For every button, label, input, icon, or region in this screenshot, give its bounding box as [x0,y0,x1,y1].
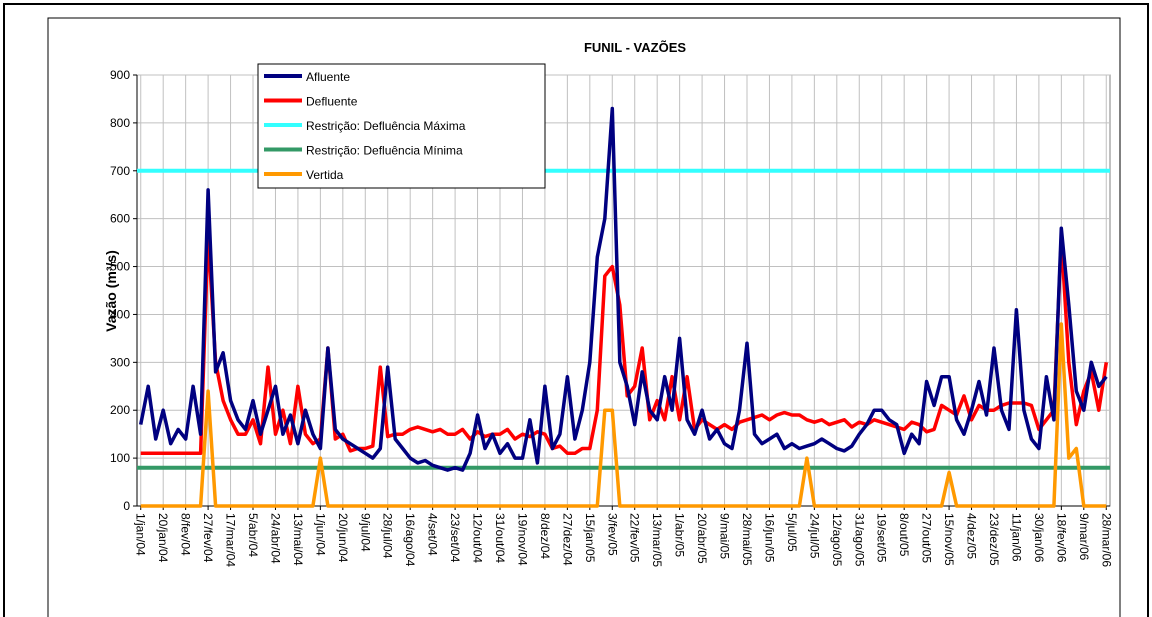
series-line [140,231,1109,456]
x-tick-label: 24/jul/05 [807,513,821,559]
x-tick-label: 8/fev/04 [179,513,193,556]
x-tick-label: 16/jun/05 [762,513,776,563]
x-tick-label: 1/abr/05 [673,513,687,557]
y-axis-label: Vazão (m³/s) [103,250,119,332]
x-tick-label: 31/out/04 [493,513,507,563]
x-tick-label: 12/ago/05 [830,513,844,567]
x-tick-label: 28/mar/06 [1099,513,1113,567]
x-tick-label: 27/fev/04 [201,513,215,563]
x-tick-label: 13/mar/05 [650,513,664,567]
x-tick-label: 28/jul/04 [381,513,395,559]
legend-label: Restrição: Defluência Máxima [306,119,466,133]
x-tick-label: 8/out/05 [897,513,911,557]
y-tick-label: 900 [110,68,130,82]
x-tick-label: 11/jan/06 [1009,513,1023,562]
x-tick-label: 16/ago/04 [403,513,417,567]
legend-label: Defluente [306,95,358,109]
y-tick-label: 500 [110,260,130,274]
chart-title: FUNIL - VAZÕES [584,40,686,55]
x-tick-label: 30/jan/06 [1032,513,1046,563]
x-tick-label: 27/out/05 [920,513,934,563]
x-tick-label: 20/jun/04 [336,513,350,563]
x-tick-label: 17/mar/04 [224,513,238,567]
y-tick-label: 800 [110,116,130,130]
x-tick-label: 15/nov/05 [942,513,956,566]
x-tick-label: 27/dez/04 [560,513,574,566]
x-tick-label: 8/dez/04 [538,513,552,559]
x-tick-label: 23/dez/05 [987,513,1001,566]
y-tick-label: 400 [110,307,130,321]
x-tick-label: 4/dez/05 [965,513,979,559]
series-line [138,106,1108,472]
x-tick-label: 13/mai/04 [291,513,305,566]
x-tick-label: 18/fev/06 [1054,513,1068,563]
x-tick-label: 15/jan/05 [583,513,597,563]
x-tick-label: 20/abr/05 [695,513,709,564]
y-tick-label: 200 [110,403,130,417]
x-tick-label: 28/mai/05 [740,513,754,566]
x-tick-label: 23/set/04 [448,513,462,563]
legend-label: Afluente [306,70,350,84]
x-tick-label: 20/jan/04 [156,513,170,563]
legend-box [257,63,546,189]
series-line [140,322,1107,508]
x-tick-label: 12/out/04 [471,513,485,563]
x-tick-label: 9/mai/05 [718,513,732,559]
x-tick-label: 19/set/05 [875,513,889,563]
x-tick-label: 22/fev/05 [628,513,642,563]
x-tick-label: 31/ago/05 [852,513,866,567]
y-tick-label: 300 [110,355,130,369]
y-tick-label: 0 [123,499,130,513]
legend-label: Vertida [306,168,344,182]
legend-label: Restrição: Defluência Mínima [306,144,463,158]
x-tick-label: 19/nov/04 [515,513,529,566]
x-tick-label: 9/jul/04 [358,513,372,552]
x-tick-label: 1/jun/04 [313,513,327,556]
y-tick-label: 100 [110,451,130,465]
y-tick-label: 700 [110,164,130,178]
x-tick-label: 5/abr/04 [246,513,260,557]
x-tick-label: 4/set/04 [426,513,440,556]
x-tick-label: 9/mar/06 [1077,513,1091,561]
x-tick-label: 1/jan/04 [134,513,148,556]
x-tick-label: 24/abr/04 [268,513,282,564]
x-tick-label: 3/fev/05 [605,513,619,556]
y-tick-label: 600 [110,212,130,226]
x-tick-label: 5/jul/05 [785,513,799,552]
